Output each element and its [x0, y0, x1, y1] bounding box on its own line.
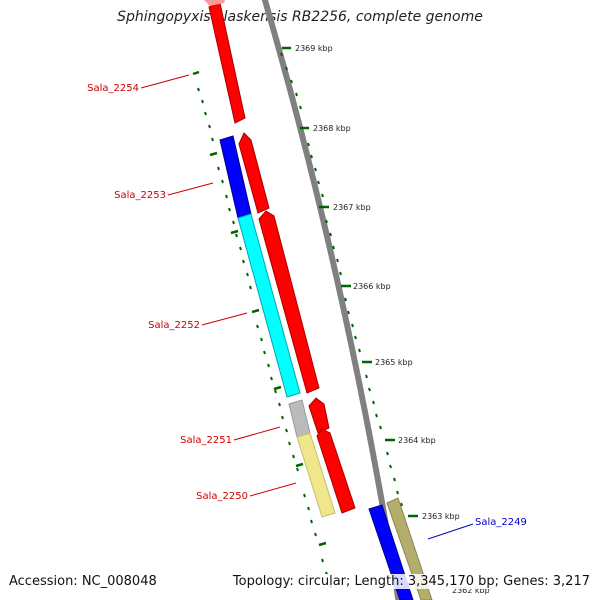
inner-ruler-major-ticks: [192, 70, 327, 547]
gene-label-sala-2250[interactable]: Sala_2250: [196, 491, 248, 502]
gene-sala-2250-forward[interactable]: [316, 428, 356, 514]
ruler-label: 2368 kbp: [313, 124, 351, 133]
outer-ruler: 2369 kbp 2368 kbp 2367 kbp 2366 kbp 2365…: [280, 44, 490, 595]
gene-sala-2253-forward[interactable]: [238, 132, 270, 214]
gene-sala-2250[interactable]: [296, 432, 336, 518]
gene-sala-2251[interactable]: [288, 399, 311, 438]
ruler-label: 2363 kbp: [422, 512, 460, 521]
gene-label-sala-2252[interactable]: Sala_2252: [148, 320, 200, 331]
ruler-label: 2362 kbp: [452, 586, 490, 595]
gene-label-leader-sala-2249: [427, 523, 474, 540]
genome-summary: Topology: circular; Length: 3,345,170 bp…: [230, 574, 592, 589]
reverse-strand-track: [219, 135, 433, 600]
map-title: Sphingopyxis alaskensis RB2256, complete…: [117, 9, 483, 25]
inner-ruler-minor-ticks: [197, 87, 332, 589]
gene-sala-2251-forward[interactable]: [308, 397, 330, 434]
gene-sala-2252[interactable]: [237, 213, 301, 398]
gene-label-sala-2254[interactable]: Sala_2254: [87, 83, 139, 94]
gene-label-sala-2251[interactable]: Sala_2251: [180, 435, 232, 446]
ruler-label: 2367 kbp: [333, 203, 371, 212]
ruler-label: 2369 kbp: [295, 44, 333, 53]
inner-ruler: [192, 70, 332, 589]
outer-ruler-minor-ticks: [280, 52, 403, 507]
ruler-label: 2364 kbp: [398, 436, 436, 445]
ruler-label: 2366 kbp: [353, 282, 391, 291]
gene-partial-top[interactable]: [204, 0, 225, 6]
gene-label-sala-2253[interactable]: Sala_2253: [114, 190, 166, 201]
accession-info: Accession: NC_008048: [7, 574, 159, 589]
forward-strand-track: [204, 0, 356, 514]
gene-sala-2252-forward[interactable]: [258, 210, 320, 394]
gene-label-leaders: [140, 74, 297, 497]
ruler-label: 2365 kbp: [375, 358, 413, 367]
gene-label-sala-2249[interactable]: Sala_2249: [475, 517, 527, 528]
gene-sala-2254[interactable]: [208, 2, 246, 124]
outer-ruler-major-ticks: [282, 46, 418, 518]
